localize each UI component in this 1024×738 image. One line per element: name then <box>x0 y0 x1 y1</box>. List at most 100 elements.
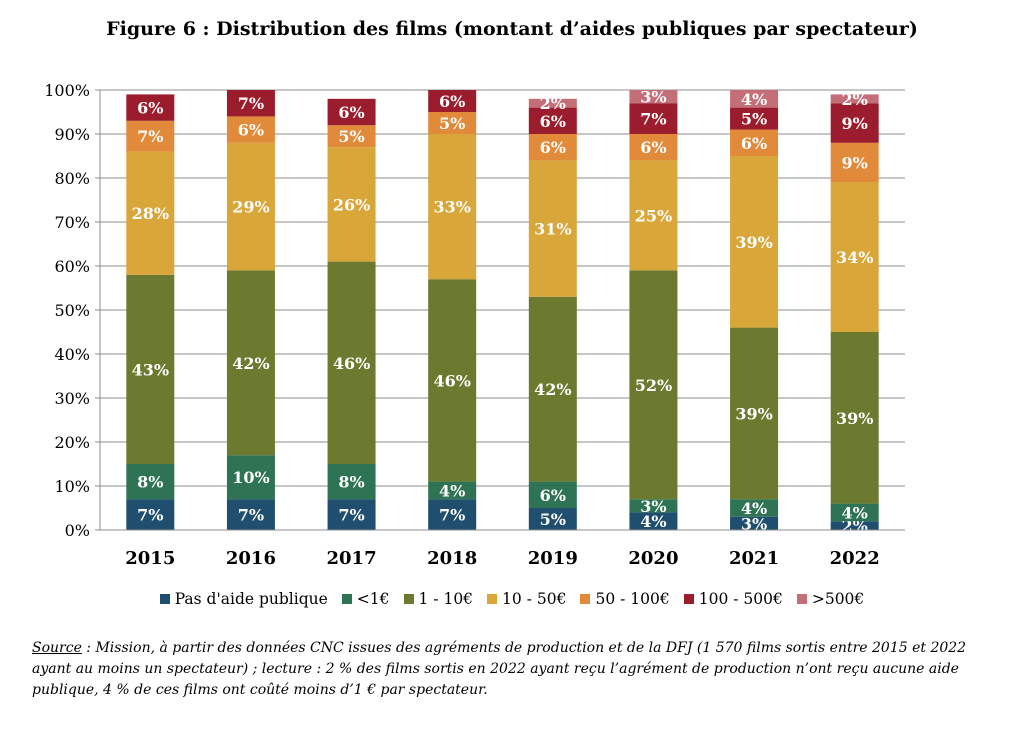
data-label: 6% <box>540 112 566 131</box>
data-label: 28% <box>132 204 169 223</box>
bar-segment <box>730 156 779 328</box>
bar-segment <box>327 125 376 148</box>
bar-segment <box>126 94 175 121</box>
bar-segment <box>126 151 175 275</box>
data-label: 3% <box>640 88 666 107</box>
x-tick-label: 2019 <box>528 548 578 569</box>
data-label: 2% <box>540 94 566 113</box>
x-tick-label: 2022 <box>830 548 880 569</box>
bar-segment <box>830 182 879 332</box>
data-label: 34% <box>836 248 873 267</box>
data-label: 6% <box>540 138 566 157</box>
legend-item: 1 - 10€ <box>403 590 474 608</box>
bar-segment <box>428 481 477 500</box>
data-label: 4% <box>741 90 767 109</box>
bar-segment <box>528 481 577 508</box>
bar-segment <box>830 142 879 183</box>
bar-segment <box>730 327 779 500</box>
data-label: 7% <box>238 94 264 113</box>
bar-segment <box>126 499 175 530</box>
y-tick-label: 20% <box>54 433 90 452</box>
bar-segment <box>629 270 678 500</box>
source-note: Source : Mission, à partir des données C… <box>32 638 992 701</box>
bar-segment <box>830 503 879 522</box>
bar-segment <box>830 94 879 104</box>
data-label: 43% <box>132 360 169 379</box>
legend-label: <1€ <box>356 590 390 608</box>
data-label: 7% <box>439 506 465 525</box>
chart-title: Figure 6 : Distribution des films (monta… <box>106 18 918 40</box>
bar-segment <box>226 270 275 456</box>
legend-label: 1 - 10€ <box>418 590 474 608</box>
data-label: 10% <box>232 468 269 487</box>
legend-item: >500€ <box>796 590 865 608</box>
data-label: 39% <box>735 233 772 252</box>
data-label: 6% <box>439 92 465 111</box>
y-tick-label: 30% <box>54 389 90 408</box>
bar-segment <box>528 107 577 134</box>
bar-segment <box>428 90 477 112</box>
data-label: 4% <box>741 499 767 518</box>
legend-label: >500€ <box>811 590 865 608</box>
data-label: 8% <box>137 473 163 492</box>
bar-segment <box>629 160 678 271</box>
legend-item: Pas d'aide publique <box>159 590 328 608</box>
bar-segment <box>126 464 175 500</box>
bar-segment <box>730 516 779 530</box>
bar-segment <box>226 90 275 117</box>
bar-segment <box>327 98 376 126</box>
bar-segment <box>126 274 175 464</box>
bar-segment <box>528 98 577 108</box>
x-tick-label: 2016 <box>226 548 276 569</box>
bar-segment <box>830 332 879 504</box>
legend-swatch <box>487 594 498 604</box>
y-tick-label: 40% <box>54 345 90 364</box>
data-label: 7% <box>137 127 163 146</box>
bar-segment <box>327 499 376 530</box>
bar-segment <box>126 120 175 152</box>
bar-segment <box>327 147 376 262</box>
bar-segment <box>327 261 376 464</box>
data-label: 39% <box>735 404 772 423</box>
y-tick-label: 100% <box>44 81 90 100</box>
x-tick-label: 2015 <box>125 548 175 569</box>
legend-swatch <box>403 594 414 604</box>
y-tick-label: 10% <box>54 477 90 496</box>
bar-segment <box>528 508 577 530</box>
legend-swatch <box>159 594 170 604</box>
data-label: 25% <box>635 206 672 225</box>
data-label: 2% <box>842 90 868 109</box>
data-label: 9% <box>842 114 868 133</box>
data-label: 6% <box>137 99 163 118</box>
legend-label: 10 - 50€ <box>502 590 567 608</box>
legend-label: 50 - 100€ <box>595 590 670 608</box>
bar-segment <box>528 134 577 161</box>
y-tick-label: 70% <box>54 213 90 232</box>
legend-swatch <box>683 594 694 604</box>
bar-segment <box>629 134 678 161</box>
legend-label: 100 - 500€ <box>698 590 783 608</box>
data-label: 7% <box>238 506 264 525</box>
data-label: 7% <box>640 110 666 129</box>
bar-segment <box>830 521 879 530</box>
data-label: 9% <box>842 154 868 173</box>
data-label: 31% <box>534 220 571 239</box>
legend-swatch <box>341 594 352 604</box>
source-text: : Mission, à partir des données CNC issu… <box>32 640 967 698</box>
legend-swatch <box>580 594 591 604</box>
data-label: 4% <box>640 512 666 531</box>
bar-segment <box>428 279 477 482</box>
data-label: 52% <box>635 376 672 395</box>
x-tick-label: 2018 <box>427 548 477 569</box>
bar-segment <box>226 142 275 271</box>
bar-segment <box>730 107 779 130</box>
data-label: 8% <box>338 473 364 492</box>
legend-item: 50 - 100€ <box>580 590 670 608</box>
y-tick-label: 90% <box>54 125 90 144</box>
data-label: 39% <box>836 409 873 428</box>
bar-segment <box>226 455 275 500</box>
bar-segment <box>226 116 275 143</box>
data-label: 2% <box>842 517 868 536</box>
data-label: 46% <box>433 371 470 390</box>
bar-segment <box>730 499 779 517</box>
